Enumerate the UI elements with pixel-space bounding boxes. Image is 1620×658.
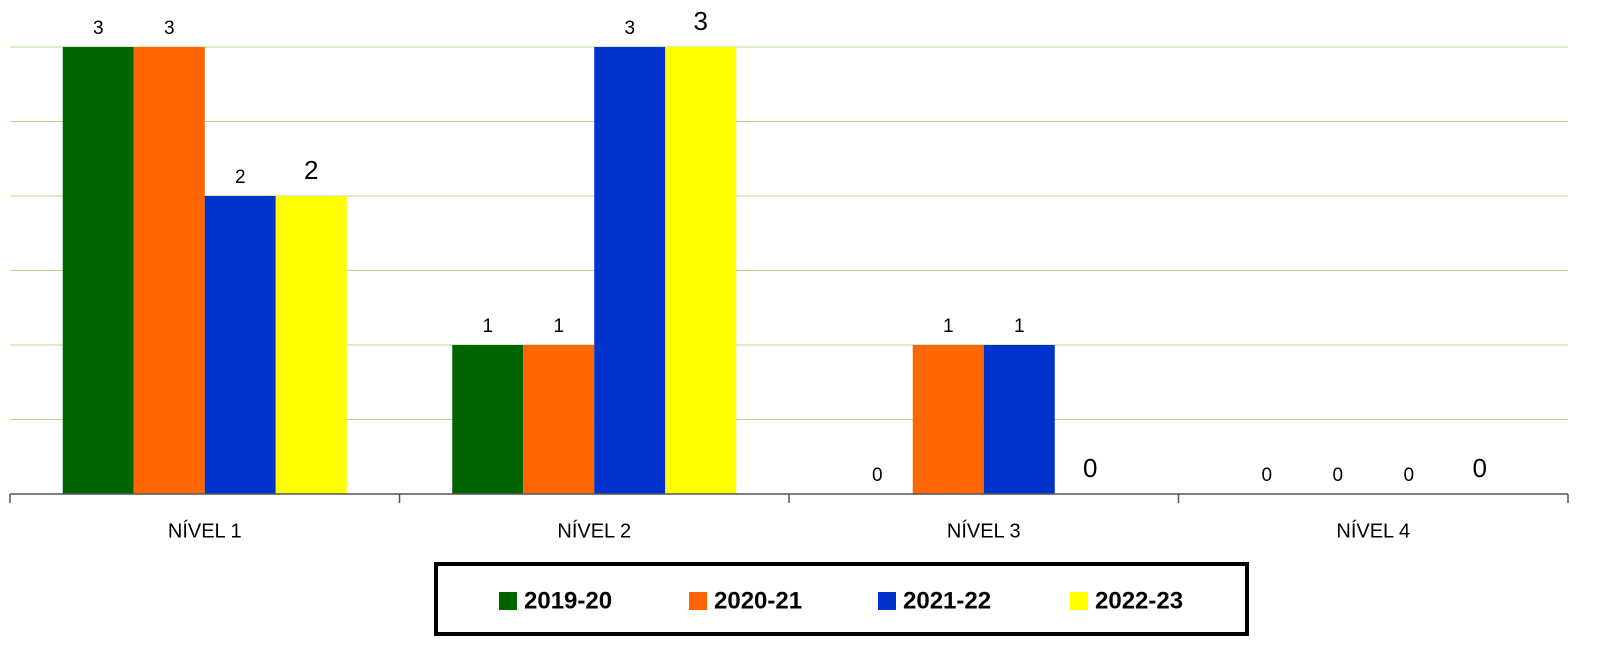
data-label: 1 [553,316,564,337]
data-label: 2 [304,155,318,185]
bar [62,47,134,494]
x-tick-label: NÍVEL 1 [168,519,242,542]
data-label: 0 [1083,453,1097,483]
x-tick-label: NÍVEL 2 [557,519,631,542]
data-label: 0 [1332,465,1343,486]
bar [912,345,984,494]
legend-swatch [1070,592,1088,610]
data-label: 2 [235,167,246,188]
legend-swatch [689,592,707,610]
data-label: 3 [694,6,708,36]
legend-box [434,562,1249,636]
data-label: 3 [164,18,175,39]
legend-label: 2021-22 [903,587,991,614]
bar [523,345,595,494]
legend-swatch [499,592,517,610]
legend-label: 2019-20 [524,587,612,614]
data-label: 1 [482,316,493,337]
bar [665,47,737,494]
data-label: 0 [1403,465,1414,486]
legend-swatch [878,592,896,610]
data-label: 1 [1014,316,1025,337]
bar [275,196,347,494]
legend-label: 2022-23 [1095,587,1183,614]
x-tick-label: NÍVEL 3 [947,519,1021,542]
bar [204,196,276,494]
data-label: 0 [872,465,883,486]
bar [983,345,1055,494]
x-tick-label: NÍVEL 4 [1336,519,1410,542]
bar [594,47,666,494]
legend-label: 2020-21 [714,587,802,614]
data-label: 0 [1473,453,1487,483]
bar [452,345,524,494]
bar [133,47,205,494]
data-label: 3 [624,18,635,39]
data-label: 1 [943,316,954,337]
data-label: 0 [1261,465,1272,486]
data-label: 3 [93,18,104,39]
